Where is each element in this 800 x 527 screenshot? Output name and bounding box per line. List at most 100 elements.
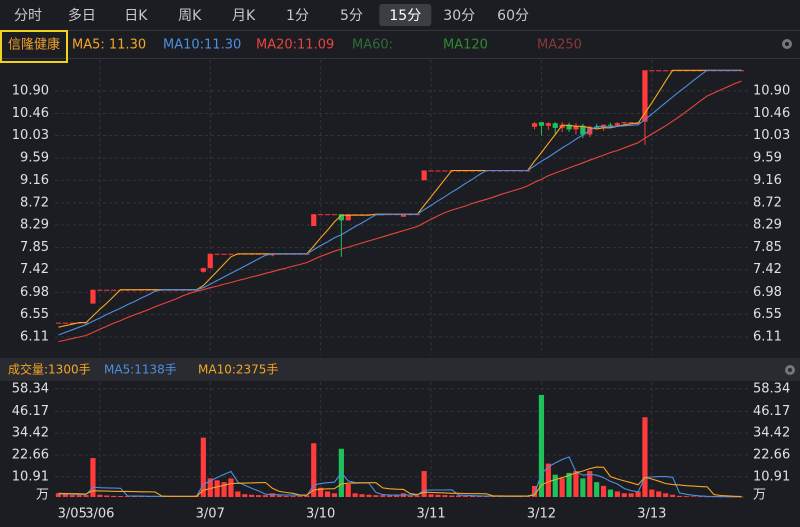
volume-bar — [690, 496, 696, 497]
candle-body — [104, 289, 110, 291]
tab[interactable]: 5分 — [340, 8, 363, 24]
y-tick-label-right: 7.42 — [753, 262, 782, 277]
candle-body — [90, 289, 96, 304]
candle-body — [545, 123, 551, 126]
volume-bar — [117, 496, 124, 497]
selected-tab-bg[interactable] — [379, 4, 432, 26]
tab[interactable]: 月K — [232, 8, 256, 24]
tab[interactable]: 分时 — [14, 8, 42, 24]
volume-bar — [456, 495, 462, 497]
candle-body — [573, 125, 579, 130]
y-tick-label-left: 34.42 — [12, 426, 49, 441]
volume-bar — [442, 495, 448, 497]
volume-bar — [318, 487, 324, 497]
volume-bar — [566, 472, 572, 497]
y-tick-label-right: 9.59 — [753, 151, 782, 166]
volume-bar — [249, 494, 255, 497]
settings-icon[interactable] — [782, 39, 792, 49]
volume-bar — [104, 495, 110, 497]
x-tick-label: 3/12 — [527, 507, 556, 522]
volume-legend: 成交量:1300手 — [8, 362, 91, 377]
candle-body — [614, 123, 620, 126]
volume-bar — [614, 491, 620, 497]
candle-body — [318, 214, 324, 216]
volume-bar — [380, 495, 386, 497]
candle-body — [331, 214, 338, 216]
candle-body — [428, 170, 434, 172]
tab[interactable]: 多日 — [68, 7, 96, 24]
candle-body — [214, 253, 220, 255]
candle-body — [324, 214, 331, 216]
candle-body — [642, 70, 648, 122]
candle-body — [663, 70, 669, 72]
volume-bar — [545, 463, 551, 497]
y-tick-label-right: 10.03 — [753, 128, 790, 143]
volume-bar — [449, 495, 455, 497]
stock-name[interactable]: 信隆健康 — [8, 37, 60, 53]
ma-line — [58, 69, 742, 336]
y-unit-right: 万 — [753, 488, 766, 503]
candle-body — [228, 253, 234, 255]
volume-bar — [676, 495, 683, 497]
y-tick-label-left: 6.98 — [20, 285, 49, 300]
candle-body — [552, 123, 558, 128]
volume-bar — [538, 394, 545, 497]
volume-bar — [297, 496, 303, 497]
volume-bar — [697, 496, 703, 498]
candle-body — [97, 289, 103, 291]
ma-legend: MA250 — [537, 38, 582, 53]
volume-header-band — [0, 358, 800, 381]
tab[interactable]: 1分 — [286, 8, 309, 24]
ma-legend: MA5: 11.30 — [72, 38, 146, 53]
volume-bar — [642, 417, 648, 497]
candle-body — [566, 124, 572, 130]
volume-bar — [83, 495, 89, 497]
y-tick-label-right: 46.17 — [753, 404, 790, 419]
gear-hole[interactable] — [788, 368, 792, 372]
y-tick-label-left: 8.72 — [20, 195, 49, 210]
volume-bar — [69, 495, 75, 497]
volume-bar — [283, 495, 289, 497]
y-tick-label-left: 6.11 — [20, 330, 49, 345]
gear-hole[interactable] — [785, 42, 789, 46]
tab[interactable]: 60分 — [497, 8, 529, 24]
candle-body — [200, 268, 206, 272]
candle-body — [607, 124, 614, 126]
y-tick-label-right: 34.42 — [753, 426, 790, 441]
volume-bar — [387, 495, 393, 497]
candle-body — [62, 322, 68, 324]
x-tick-label: 3/13 — [637, 507, 666, 522]
y-tick-label-right: 9.16 — [753, 173, 782, 188]
settings-icon[interactable] — [785, 365, 795, 375]
y-tick-label-right: 22.66 — [753, 447, 790, 462]
volume-bar — [414, 495, 420, 497]
volume-bar — [393, 495, 400, 497]
y-tick-label-left: 6.55 — [20, 307, 49, 322]
volume-bar — [580, 478, 586, 497]
x-tick-label: 3/11 — [416, 507, 445, 522]
x-tick-label: 3/10 — [306, 507, 335, 522]
volume-bar — [635, 491, 641, 497]
y-tick-label-right: 10.91 — [753, 469, 790, 484]
tab[interactable]: 30分 — [443, 8, 475, 24]
volume-bar — [669, 494, 676, 497]
tab[interactable]: 周K — [178, 8, 202, 24]
candle-body — [649, 70, 655, 72]
y-tick-label-right: 6.98 — [753, 285, 782, 300]
y-tick-label-left: 10.03 — [12, 128, 49, 143]
x-tick-label: 3/07 — [196, 507, 225, 522]
tab[interactable]: 日K — [124, 8, 148, 24]
candle-body — [55, 322, 62, 324]
volume-bar — [621, 493, 627, 497]
stock-name-box[interactable] — [0, 30, 68, 63]
tab[interactable]: 15分 — [389, 8, 421, 24]
ma-legend: MA20:11.09 — [256, 38, 334, 53]
candle-body — [345, 214, 351, 221]
volume-bar — [559, 478, 565, 497]
y-tick-label-right: 10.46 — [753, 106, 790, 121]
volume-bar — [276, 495, 282, 497]
volume-bar — [628, 493, 634, 497]
ma-line — [58, 466, 742, 498]
candle-body — [559, 124, 565, 128]
